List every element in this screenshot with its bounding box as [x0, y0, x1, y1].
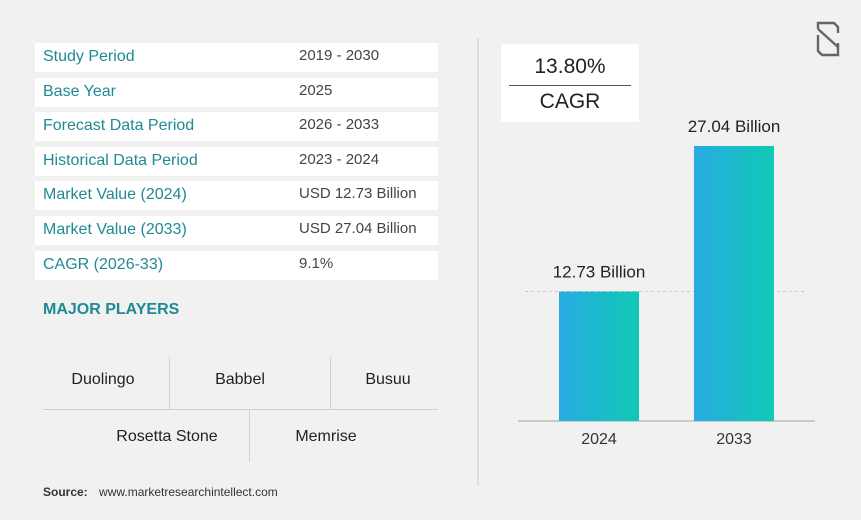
summary-row-forecast-period: Forecast Data Period 2026 - 2033: [35, 112, 438, 141]
cagr-separator: [509, 85, 631, 86]
summary-value: USD 27.04 Billion: [299, 220, 417, 237]
summary-value: 2023 - 2024: [299, 151, 380, 168]
summary-value: USD 12.73 Billion: [299, 185, 417, 202]
panel-divider: [477, 38, 479, 486]
summary-label: Study Period: [43, 48, 135, 65]
bar-2033: [694, 146, 774, 421]
player-babbel: Babbel: [215, 371, 265, 388]
summary-row-market-value-2024: Market Value (2024) USD 12.73 Billion: [35, 181, 438, 210]
bar-2024: [559, 291, 639, 421]
players-divider: [249, 410, 250, 462]
summary-value: 9.1%: [299, 255, 334, 272]
market-value-bar-chart: 12.73 Billion 2024 27.04 Billion 2033: [518, 117, 815, 448]
data-label-2033: 27.04 Billion: [688, 117, 781, 136]
summary-row-market-value-2033: Market Value (2033) USD 27.04 Billion: [35, 216, 438, 245]
summary-row-historical-period: Historical Data Period 2023 - 2024: [35, 147, 438, 176]
source-label: Source:: [43, 485, 88, 499]
summary-label: Base Year: [43, 83, 116, 100]
player-busuu: Busuu: [365, 371, 411, 388]
source-note: Source: www.marketresearchintellect.com: [43, 485, 278, 499]
summary-label: Historical Data Period: [43, 152, 198, 169]
summary-label: Market Value (2033): [43, 221, 187, 238]
player-duolingo: Duolingo: [71, 371, 135, 388]
players-horizontal-divider: [43, 409, 438, 410]
summary-row-base-year: Base Year 2025: [35, 78, 438, 107]
player-memrise: Memrise: [295, 428, 357, 445]
major-players-heading: MAJOR PLAYERS: [43, 301, 180, 318]
summary-value: 2026 - 2033: [299, 116, 380, 133]
summary-row-cagr: CAGR (2026-33) 9.1%: [35, 251, 438, 280]
source-url: www.marketresearchintellect.com: [99, 485, 278, 499]
summary-label: Market Value (2024): [43, 186, 187, 203]
data-label-2024: 12.73 Billion: [553, 263, 646, 282]
summary-value: 2025: [299, 82, 333, 99]
players-divider: [330, 357, 331, 409]
x-tick-label-2033: 2033: [716, 431, 752, 448]
logo-icon: [816, 21, 840, 57]
summary-value: 2019 - 2030: [299, 47, 380, 64]
cagr-value: 13.80%: [534, 55, 606, 78]
x-tick-label-2024: 2024: [581, 431, 617, 448]
summary-row-study-period: Study Period 2019 - 2030: [35, 43, 438, 72]
cagr-label: CAGR: [539, 90, 601, 113]
cagr-card: 13.80% CAGR: [501, 44, 639, 122]
players-divider: [169, 357, 170, 409]
player-rosetta-stone: Rosetta Stone: [116, 428, 218, 445]
summary-label: CAGR (2026-33): [43, 256, 164, 273]
summary-label: Forecast Data Period: [43, 117, 195, 134]
